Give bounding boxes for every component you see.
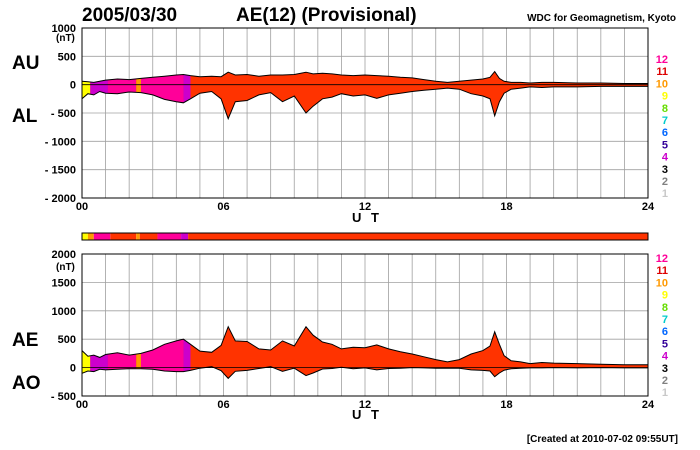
au-al-x-axis-label: U T [352, 210, 382, 225]
ae-ao-frame [81, 253, 649, 397]
au-al-x-tick-label: 18 [500, 201, 512, 213]
station-count-legend-item: 8 [662, 302, 668, 314]
station-count-legend-item: 1 [662, 387, 668, 399]
station-count-segment [82, 233, 88, 240]
station-count-segment [110, 233, 137, 240]
station-count-legend-item: 7 [662, 115, 668, 127]
au-al-x-tick-label: 06 [217, 201, 229, 213]
station-count-segment [139, 233, 158, 240]
station-count-segment [157, 233, 182, 240]
ae-ao-x-tick-label: 06 [217, 399, 229, 411]
ae-ao-y-tick-label: - 500 [51, 391, 76, 403]
ae-ao-y-tick-label: 0 [70, 363, 76, 375]
ae-ao-x-tick-label: 12 [359, 399, 371, 411]
station-count-segment [188, 233, 648, 240]
station-count-legend-item: 11 [656, 265, 668, 277]
au-al-y-ticks: 1000 500 0 - 500 - 1000 - 1500 - 2000 [45, 23, 76, 205]
created-timestamp: [Created at 2010-07-02 09:55UT] [527, 434, 678, 445]
station-count-strip-frame [81, 232, 649, 241]
station-count-legend-item: 1 [662, 188, 668, 200]
ae-ao-y-tick-label: 1500 [52, 277, 76, 289]
au-al-x-ticks: 00 06 12 18 24 [76, 201, 655, 213]
station-count-legend-item: 6 [662, 326, 668, 338]
ae-ao-unit: (nT) [56, 262, 75, 273]
au-label: AU [12, 53, 39, 74]
ae-ao-x-tick-label: 24 [642, 399, 655, 411]
station-count-legend-item: 6 [662, 127, 668, 139]
ae-ao-panel: 2000 1500 1000 500 0 - 500 00 06 12 18 24 (nT) AE… [12, 249, 655, 422]
ao-label: AO [12, 373, 41, 394]
au-al-panel: 1000 500 0 - 500 - 1000 - 1500 - 2000 00 06 12 18… [12, 23, 655, 225]
ae-ao-coverage-segment [136, 326, 141, 379]
au-al-y-tick-label: - 1000 [45, 136, 76, 148]
al-label: AL [12, 106, 38, 127]
ae-ao-y-tick-label: 500 [58, 334, 76, 346]
ae-ao-x-axis-label: U T [352, 407, 382, 422]
au-al-y-tick-label: 500 [58, 51, 76, 63]
station-count-segment [87, 233, 94, 240]
station-count-segment [181, 233, 189, 240]
ae-ao-x-tick-label: 18 [500, 399, 512, 411]
station-count-legend-item: 5 [662, 139, 668, 151]
ae-ao-coverage-segment [82, 326, 91, 379]
au-al-x-tick-label: 12 [359, 201, 371, 213]
station-count-legend-item: 4 [662, 351, 669, 363]
ae-ao-coverage-segment [140, 326, 184, 379]
ae-ao-y-ticks: 2000 1500 1000 500 0 - 500 [51, 249, 76, 403]
au-al-coverage-segment [183, 71, 191, 119]
ae-ao-x-tick-label: 00 [76, 399, 88, 411]
station-count-legend-item: 4 [662, 152, 669, 164]
au-al-y-tick-label: 1000 [52, 23, 76, 35]
station-count-legend-item: 9 [662, 290, 668, 302]
au-al-x-tick-label: 00 [76, 201, 88, 213]
station-count-legend-item: 9 [662, 91, 668, 103]
au-al-grid [82, 28, 648, 198]
ae-ao-coverage-segment [107, 326, 137, 379]
au-al-y-tick-label: 0 [70, 80, 76, 92]
station-count-segment [136, 233, 140, 240]
station-count-legend-item: 2 [662, 176, 668, 188]
station-count-legend-item: 12 [656, 54, 668, 66]
station-count-strip [82, 233, 648, 240]
station-count-legend-item: 5 [662, 338, 668, 350]
station-count-segment [93, 233, 111, 240]
station-count-legend-item: 11 [656, 66, 668, 78]
date-label: 2005/03/30 [82, 5, 177, 26]
au-al-frame [81, 27, 649, 199]
chart-title: AE(12) (Provisional) [236, 5, 417, 26]
station-count-legend-item: 7 [662, 314, 668, 326]
au-al-x-tick-label: 24 [642, 201, 655, 213]
ae-ao-line-ae [81, 325, 648, 366]
station-count-legend-item: 2 [662, 375, 668, 387]
au-al-y-tick-label: - 500 [51, 108, 76, 120]
station-count-legend-item: 3 [662, 164, 668, 176]
ae-ao-station-coverage-overlay [82, 326, 191, 379]
ae-ao-coverage-segment [183, 326, 191, 379]
station-count-legend-item: 10 [656, 277, 668, 289]
ae-ao-grid [82, 254, 648, 396]
ae-ao-line-ao [81, 366, 648, 380]
au-al-y-tick-label: - 1500 [45, 165, 76, 177]
ae-ao-y-tick-label: 1000 [52, 306, 76, 318]
source-label: WDC for Geomagnetism, Kyoto [527, 13, 676, 24]
au-al-line-al [81, 85, 648, 121]
au-al-y-tick-label: - 2000 [45, 193, 76, 205]
au-al-unit: (nT) [56, 33, 75, 44]
ae-ao-x-ticks: 00 06 12 18 24 [76, 399, 655, 411]
ae-label: AE [12, 330, 38, 351]
ae-ao-y-tick-label: 2000 [52, 249, 76, 261]
station-count-legend-item: 10 [656, 78, 668, 90]
au-al-line-au [81, 70, 648, 84]
au-al-envelope-fill [82, 71, 648, 119]
station-count-legend-item: 8 [662, 103, 668, 115]
station-count-legend-item: 3 [662, 363, 668, 375]
station-count-legend-item: 12 [656, 253, 668, 265]
